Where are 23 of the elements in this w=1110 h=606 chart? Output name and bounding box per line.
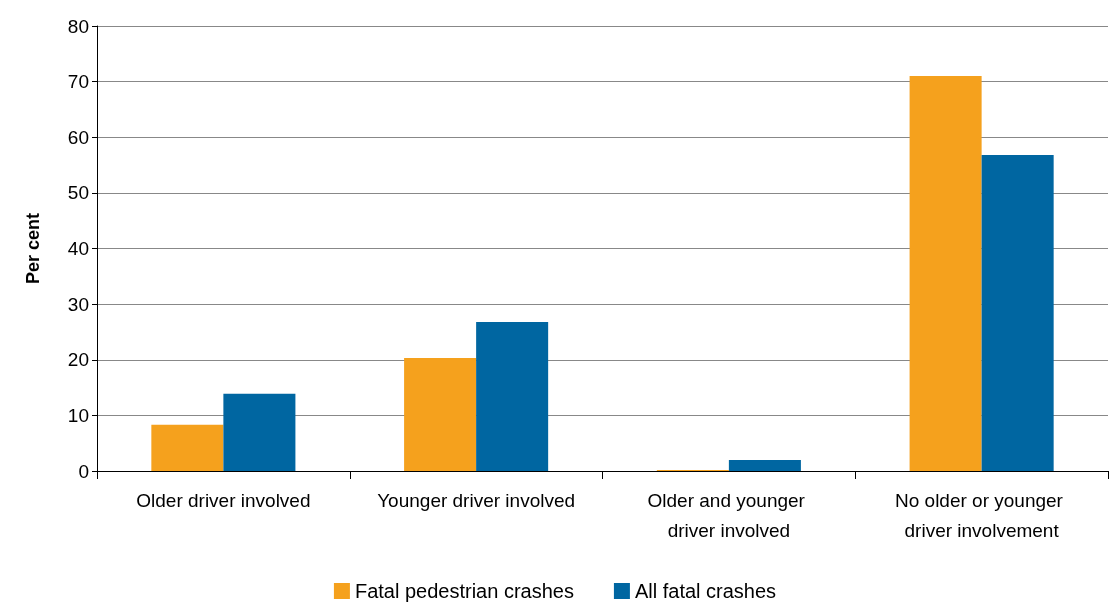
bar (981, 155, 1054, 471)
legend-label: Fatal pedestrian crashes (354, 580, 574, 602)
y-tick-label: 10 (67, 404, 89, 426)
y-tick-label: 80 (67, 15, 89, 37)
legend-label: All fatal crashes (634, 580, 777, 602)
bar (404, 358, 477, 471)
y-tick-label: 0 (78, 460, 89, 482)
y-axis-title: Per cent (23, 212, 43, 285)
bar (909, 76, 982, 471)
y-tick-label: 30 (67, 293, 89, 315)
y-tick-label: 70 (67, 71, 89, 93)
x-tick-label: Older and younger driver involved (647, 489, 811, 541)
y-tick-label: 20 (67, 349, 89, 371)
y-tick-label: 40 (67, 238, 89, 259)
x-tick-label: No older or younger driver involvement (895, 489, 1069, 541)
x-tick-label: Older driver involved (136, 489, 311, 511)
y-tick-label: 60 (67, 126, 89, 148)
y-tick-label: 50 (67, 182, 89, 204)
bar (476, 321, 549, 471)
x-tick-label: Younger driver involved (377, 489, 576, 511)
bar (728, 459, 801, 471)
bar (151, 424, 224, 471)
bar (223, 393, 296, 471)
